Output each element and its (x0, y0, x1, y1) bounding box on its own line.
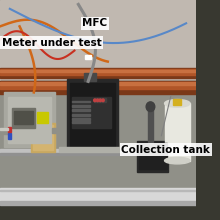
Bar (0, 188, 196, 202)
Bar (0, 81, 196, 94)
Bar (0, 148, 196, 154)
Bar (139, 143, 167, 169)
Bar (84, 73, 96, 81)
Bar (72, 97, 111, 128)
Bar (148, 107, 153, 142)
Bar (94, 98, 106, 102)
Text: Meter under test: Meter under test (2, 38, 102, 48)
Text: MFC: MFC (82, 18, 108, 28)
Bar (0, 81, 196, 97)
Bar (72, 118, 90, 120)
Bar (72, 101, 90, 102)
Bar (72, 121, 90, 123)
Circle shape (102, 99, 104, 102)
Bar (52, 128, 60, 133)
Bar (85, 55, 91, 59)
Bar (0, 69, 196, 75)
Circle shape (146, 102, 155, 112)
Circle shape (99, 99, 101, 102)
Bar (0, 128, 8, 134)
Ellipse shape (165, 157, 190, 164)
Bar (72, 114, 90, 116)
Bar (12, 108, 35, 128)
Bar (67, 79, 117, 150)
Ellipse shape (165, 99, 190, 107)
Bar (0, 128, 8, 130)
Bar (0, 70, 196, 72)
Bar (14, 111, 33, 124)
Bar (0, 153, 196, 155)
Bar (0, 0, 196, 84)
Bar (0, 190, 196, 191)
Bar (0, 201, 196, 205)
Bar (72, 105, 90, 107)
Bar (173, 99, 181, 104)
Bar (0, 82, 196, 89)
Bar (37, 112, 48, 123)
Bar (70, 82, 115, 146)
Bar (0, 68, 196, 78)
Circle shape (94, 99, 96, 102)
Bar (4, 92, 55, 147)
Bar (0, 95, 196, 191)
Bar (33, 125, 53, 150)
Text: Collection tank: Collection tank (121, 145, 210, 155)
Bar (165, 103, 190, 161)
Bar (31, 123, 55, 152)
Bar (8, 97, 51, 143)
Bar (8, 126, 11, 132)
Bar (72, 109, 90, 111)
Bar (59, 147, 137, 152)
Circle shape (96, 99, 99, 102)
Bar (137, 141, 169, 172)
Bar (0, 82, 196, 85)
Bar (8, 133, 11, 139)
